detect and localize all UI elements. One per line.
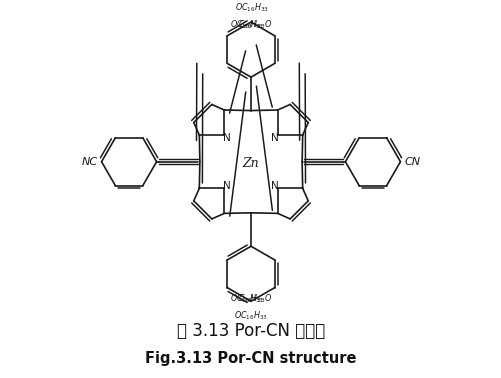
Text: NC: NC [81, 157, 97, 167]
Text: Fig.3.13 Por-CN structure: Fig.3.13 Por-CN structure [145, 351, 356, 366]
Text: $OC_{16}H_{33}$: $OC_{16}H_{33}$ [229, 19, 264, 31]
Text: $C_{16}H_{33}O$: $C_{16}H_{33}O$ [237, 293, 272, 305]
Text: $C_{16}H_{33}O$: $C_{16}H_{33}O$ [237, 19, 272, 31]
Text: N: N [223, 181, 230, 191]
Text: $OC_{16}H_{33}$: $OC_{16}H_{33}$ [233, 309, 268, 322]
Text: 图 3.13 Por-CN 结构图: 图 3.13 Por-CN 结构图 [176, 322, 325, 340]
Text: N: N [271, 133, 278, 143]
Text: $OC_{16}H_{33}$: $OC_{16}H_{33}$ [229, 293, 264, 305]
Text: CN: CN [404, 157, 420, 167]
Text: $OC_{16}H_{33}$: $OC_{16}H_{33}$ [234, 2, 269, 14]
Text: N: N [223, 133, 230, 143]
Text: Zn: Zn [242, 157, 259, 170]
Text: N: N [271, 181, 278, 191]
